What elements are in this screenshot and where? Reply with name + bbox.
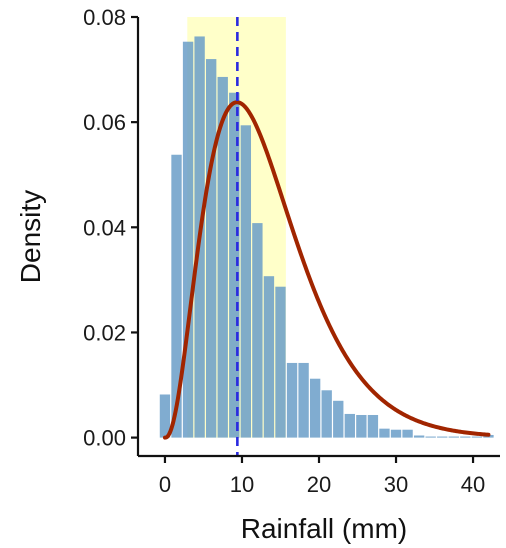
histogram-bar-0 [159, 394, 171, 438]
histogram-bar-8 [252, 223, 263, 438]
histogram-bar-22 [413, 435, 425, 438]
density-curve [162, 100, 491, 440]
y-tick-label: 0.08 [83, 5, 126, 30]
y-tick-label: 0.02 [83, 320, 126, 345]
y-tick-label: 0.04 [83, 215, 126, 240]
histogram-bar-17 [356, 414, 367, 438]
histogram-bar-27 [471, 436, 483, 438]
x-tick-label: 40 [461, 472, 485, 497]
histogram-bar-10 [275, 286, 286, 438]
histogram-bar-4 [205, 59, 217, 438]
histogram-bar-21 [402, 429, 413, 438]
histogram-bars [159, 36, 494, 438]
histogram-bar-15 [333, 400, 344, 438]
histogram-bar-18 [367, 414, 379, 438]
x-tick-label: 20 [307, 472, 331, 497]
histogram-bar-26 [460, 436, 471, 438]
y-tick-label: 0.00 [83, 426, 126, 451]
y-axis-ticks: 0.00 0.02 0.04 0.06 0.08 [83, 5, 138, 451]
histogram-bar-6 [229, 92, 240, 438]
histogram-bar-13 [309, 378, 321, 438]
y-tick-label: 0.06 [83, 110, 126, 135]
histogram-bar-5 [217, 76, 228, 438]
histogram-bar-12 [298, 362, 309, 438]
histogram-bar-19 [379, 428, 390, 438]
x-axis-ticks: 0 10 20 30 40 [159, 456, 485, 497]
histogram-bar-11 [286, 362, 298, 438]
histogram-bar-2 [182, 41, 194, 438]
histogram-bar-14 [321, 390, 332, 438]
x-axis-title: Rainfall (mm) [241, 513, 407, 544]
histogram-bar-16 [344, 413, 355, 438]
x-tick-label: 30 [384, 472, 408, 497]
histogram-bar-1 [171, 154, 182, 438]
histogram-bar-20 [390, 429, 402, 438]
histogram-bar-25 [448, 436, 459, 438]
histogram-bar-7 [240, 125, 252, 438]
density-curve-layer [162, 100, 491, 440]
histogram-bar-23 [425, 436, 436, 438]
histogram-bar-24 [437, 436, 448, 438]
y-axis-title: Density [15, 190, 46, 283]
x-tick-label: 0 [159, 472, 171, 497]
x-tick-label: 10 [230, 472, 254, 497]
histogram-bar-9 [263, 276, 275, 438]
